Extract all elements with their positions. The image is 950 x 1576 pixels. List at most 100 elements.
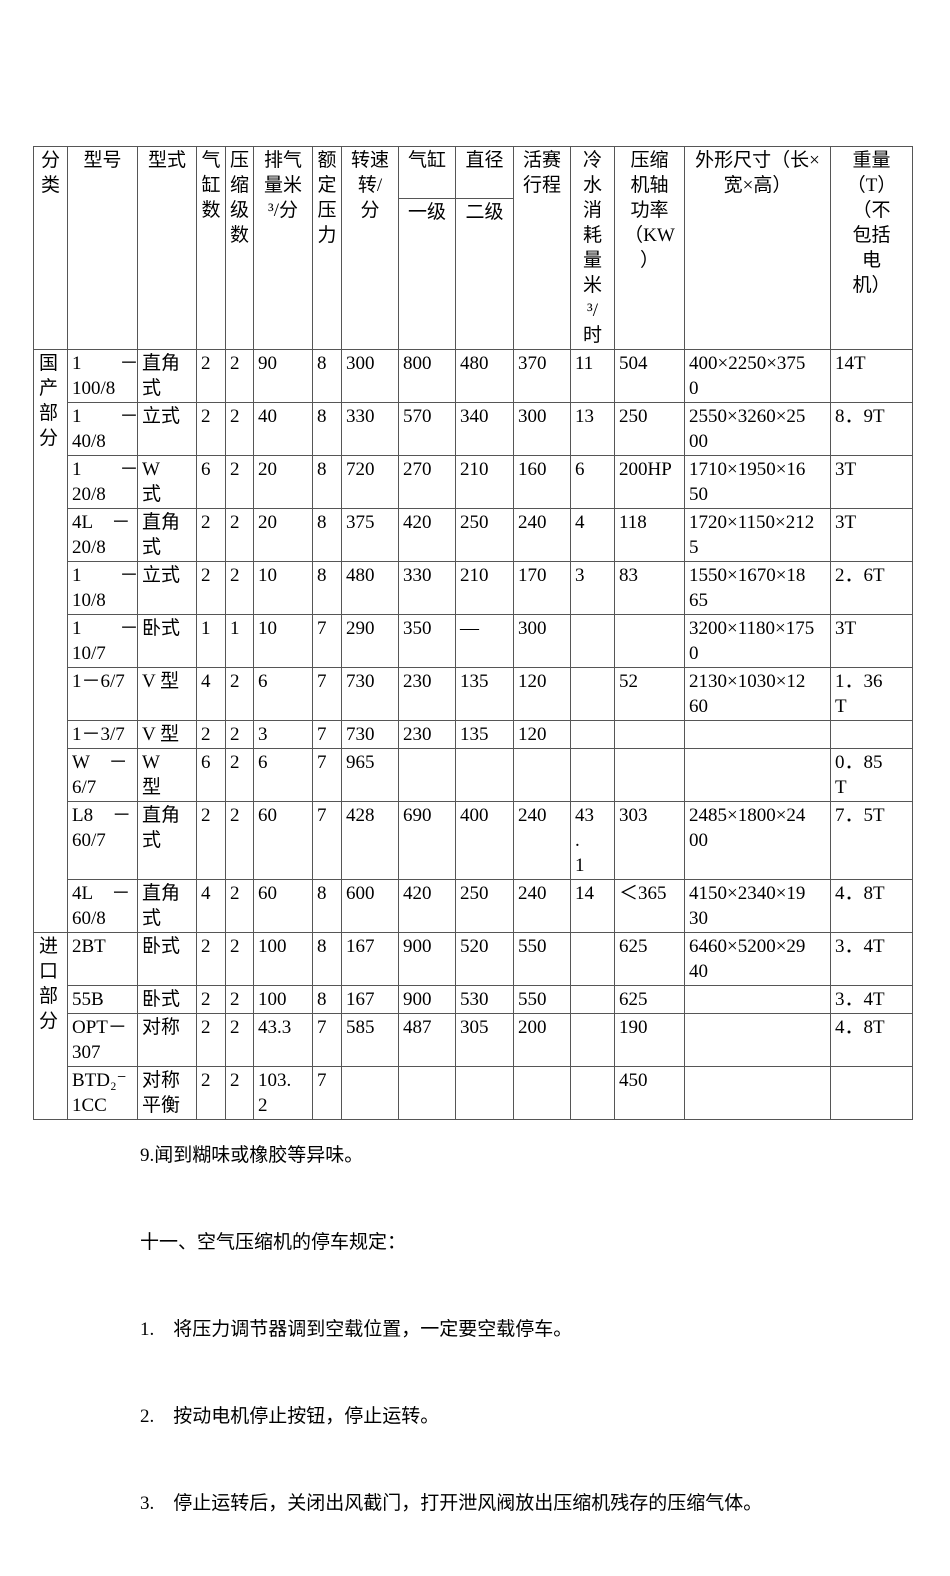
cell-type: 直角 式 (137, 349, 197, 403)
cell-stage1-diameter: 900 (398, 985, 456, 1014)
cell-model: 4L － 60/8 (67, 879, 138, 933)
cell-shaft-power (614, 614, 685, 668)
header-row-2: 一级 二级 (34, 198, 913, 350)
cell-pressure: 8 (312, 455, 342, 509)
table-row: 1 － 40/8 立式 2 2 40 8 330 570 340 300 13 250 2550×326… (34, 402, 913, 456)
cell-displacement: 90 (253, 349, 313, 403)
table-row: 1－6/7 V 型 4 2 6 7 730 230 135 120 52 2130×1030×12 6… (34, 667, 913, 721)
cell-weight: 4．8T (830, 879, 913, 933)
cell-cylinders: 2 (196, 1066, 226, 1120)
cell-stage1-diameter: 420 (398, 508, 456, 562)
cell-model: 1 － 40/8 (67, 402, 138, 456)
cell-cooling-water (570, 720, 615, 749)
cell-shaft-power: 625 (614, 932, 685, 986)
header-dimensions: 外形尺寸（长× 宽×高） (684, 146, 831, 350)
cell-stages: 2 (225, 1013, 254, 1067)
cell-speed: 585 (341, 1013, 399, 1067)
table-row: 进 口 部 分 2BT 卧式 2 2 100 8 167 900 520 550 625 6460×52… (33, 932, 913, 1120)
cell-piston-stroke: 240 (513, 508, 571, 562)
cell-shaft-power: 200HP (614, 455, 685, 509)
cell-stage2-diameter (455, 748, 514, 802)
cell-pressure: 7 (312, 720, 342, 749)
cell-dimensions: 6460×5200×29 40 (684, 932, 831, 986)
cell-piston-stroke: 120 (513, 720, 571, 749)
cell-type: 立式 (137, 561, 197, 615)
header-row-1: 分 类 型号 型式 气 缸 数 压 缩 级 数 排气 量米 ³/分 额 定 压 … (33, 146, 913, 350)
cell-dimensions: 3200×1180×175 0 (684, 614, 831, 668)
cell-displacement: 100 (253, 985, 313, 1014)
cell-weight: 14T (830, 349, 913, 403)
cell-model: 1 － 20/8 (67, 455, 138, 509)
cell-shaft-power: 190 (614, 1013, 685, 1067)
cell-shaft-power: 504 (614, 349, 685, 403)
cell-stage2-diameter: 250 (455, 508, 514, 562)
cell-piston-stroke: 300 (513, 402, 571, 456)
cell-speed: 167 (341, 985, 399, 1014)
cell-speed: 330 (341, 402, 399, 456)
header-speed: 转速 转/ 分 (341, 146, 399, 350)
cell-dimensions: 4150×2340×19 30 (684, 879, 831, 933)
cell-stage1-diameter: 570 (398, 402, 456, 456)
header-displacement: 排气 量米 ³/分 (253, 146, 313, 350)
header-rated-pressure: 额 定 压 力 (312, 146, 342, 350)
header-type: 型式 (137, 146, 197, 350)
cell-displacement: 103. 2 (253, 1066, 313, 1120)
cell-cylinders: 2 (196, 932, 226, 986)
category-cell: 国 产 部 分 (33, 349, 68, 933)
cell-stages: 2 (225, 720, 254, 749)
cell-stage1-diameter: 487 (398, 1013, 456, 1067)
cell-piston-stroke: 550 (513, 932, 571, 986)
cell-stage1-diameter (398, 748, 456, 802)
cell-shaft-power: 450 (614, 1066, 685, 1120)
cell-cylinders: 2 (196, 1013, 226, 1067)
cell-displacement: 6 (253, 748, 313, 802)
cell-model: BTD₂⁻ 1CC (67, 1066, 138, 1120)
cell-cooling-water (570, 667, 615, 721)
cell-cylinders: 2 (196, 349, 226, 403)
cell-model: 1－3/7 (67, 720, 138, 749)
cell-stage2-diameter: — (455, 614, 514, 668)
cell-cooling-water: 11 (570, 349, 615, 403)
cell-cooling-water (570, 932, 615, 986)
cell-stages: 2 (225, 748, 254, 802)
cell-displacement: 6 (253, 667, 313, 721)
cell-cooling-water: 4 (570, 508, 615, 562)
cell-type: 直角 式 (137, 508, 197, 562)
cell-stage1-diameter (398, 1066, 456, 1120)
cell-dimensions (684, 1013, 831, 1067)
cell-model: 1 － 100/8 (67, 349, 138, 403)
cell-pressure: 7 (312, 1013, 342, 1067)
header-shaft-power: 压缩 机轴 功率 （KW ） (614, 146, 685, 350)
header-stages: 压 缩 级 数 (225, 146, 254, 350)
cell-pressure: 8 (312, 985, 342, 1014)
cell-pressure: 8 (312, 879, 342, 933)
cell-pressure: 7 (312, 1066, 342, 1120)
cell-stage1-diameter: 230 (398, 667, 456, 721)
cell-stage2-diameter: 520 (455, 932, 514, 986)
cell-cooling-water: 13 (570, 402, 615, 456)
header-cylinders: 气 缸 数 (196, 146, 226, 350)
cell-type: V 型 (137, 667, 197, 721)
cell-cylinders: 6 (196, 455, 226, 509)
cell-piston-stroke (513, 748, 571, 802)
cell-pressure: 7 (312, 667, 342, 721)
cell-model: OPT－ 307 (67, 1013, 138, 1067)
header-cooling-water: 冷 水 消 耗 量 米 ³/ 时 (570, 146, 615, 350)
table-row: BTD₂⁻ 1CC 对称 平衡 2 2 103. 2 7 450 (34, 1066, 913, 1120)
cell-speed: 375 (341, 508, 399, 562)
cell-displacement: 10 (253, 561, 313, 615)
cell-shaft-power (614, 720, 685, 749)
table-row: W － 6/7 W 型 6 2 6 7 965 0．85 T (34, 748, 913, 802)
cell-shaft-power: 250 (614, 402, 685, 456)
header-stage1: 一级 (398, 198, 456, 350)
cell-type: 卧式 (137, 932, 197, 986)
cell-piston-stroke: 200 (513, 1013, 571, 1067)
category-cell: 进 口 部 分 (33, 932, 68, 1120)
cell-speed: 965 (341, 748, 399, 802)
cell-shaft-power: 52 (614, 667, 685, 721)
cell-type: 卧式 (137, 614, 197, 668)
cell-weight: 4．8T (830, 1013, 913, 1067)
cell-displacement: 40 (253, 402, 313, 456)
cell-cooling-water: 43 . 1 (570, 801, 615, 880)
